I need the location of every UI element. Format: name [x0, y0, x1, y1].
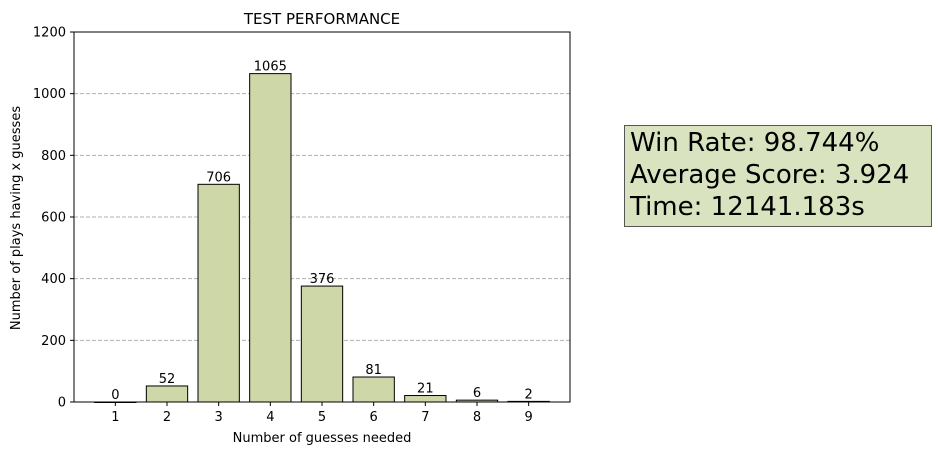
time-text: Time: 12141.183s [630, 192, 865, 222]
average-score-text: Average Score: 3.924 [630, 160, 910, 190]
x-tick-label: 8 [473, 410, 481, 425]
bar-value-label: 1065 [254, 60, 287, 75]
bar-value-label: 2 [525, 387, 533, 402]
x-tick-label: 2 [163, 410, 171, 425]
bars [94, 73, 550, 403]
bar-value-label: 706 [206, 170, 231, 185]
y-tick-label: 200 [41, 334, 66, 349]
x-tick-label: 7 [421, 410, 429, 425]
y-tick-label: 1200 [33, 26, 66, 41]
x-axis-label: Number of guesses needed [233, 431, 412, 446]
bar-value-label: 6 [473, 386, 481, 401]
bar [249, 73, 292, 403]
x-tick-label: 4 [266, 410, 274, 425]
x-tick-label: 6 [370, 410, 378, 425]
x-tick-label: 3 [215, 410, 223, 425]
bar-value-label: 0 [111, 388, 119, 403]
bar-value-label: 376 [310, 272, 335, 287]
bar [352, 376, 395, 403]
y-tick-label: 800 [41, 149, 66, 164]
x-axis-ticks: 1 2 3 4 5 6 7 8 9 [111, 402, 533, 425]
y-tick-label: 0 [58, 396, 66, 411]
bar [197, 183, 240, 403]
win-rate-text: Win Rate: 98.744% [630, 128, 880, 158]
x-tick-label: 1 [111, 410, 119, 425]
stats-box: Win Rate: 98.744% Average Score: 3.924 T… [624, 125, 932, 227]
data-labels: 0 52 706 1065 376 81 21 6 2 [111, 60, 533, 403]
y-tick-label: 1000 [33, 87, 66, 102]
bar [300, 285, 344, 403]
y-tick-label: 400 [41, 272, 66, 287]
bar-value-label: 81 [365, 363, 382, 378]
bar [145, 385, 189, 403]
bar-value-label: 52 [159, 372, 176, 387]
y-axis-label: Number of plays having x guesses [9, 106, 24, 330]
chart-title: TEST PERFORMANCE [243, 10, 400, 28]
bar-chart: 0 52 706 1065 376 81 21 6 2 1 2 3 4 5 6 7 8 9 0 200 400 600… [9, 10, 571, 446]
y-tick-label: 600 [41, 211, 66, 226]
x-tick-label: 5 [318, 410, 326, 425]
bar-value-label: 21 [417, 382, 434, 397]
y-axis-ticks: 0 200 400 600 800 1000 1200 [33, 26, 74, 411]
x-tick-label: 9 [525, 410, 533, 425]
